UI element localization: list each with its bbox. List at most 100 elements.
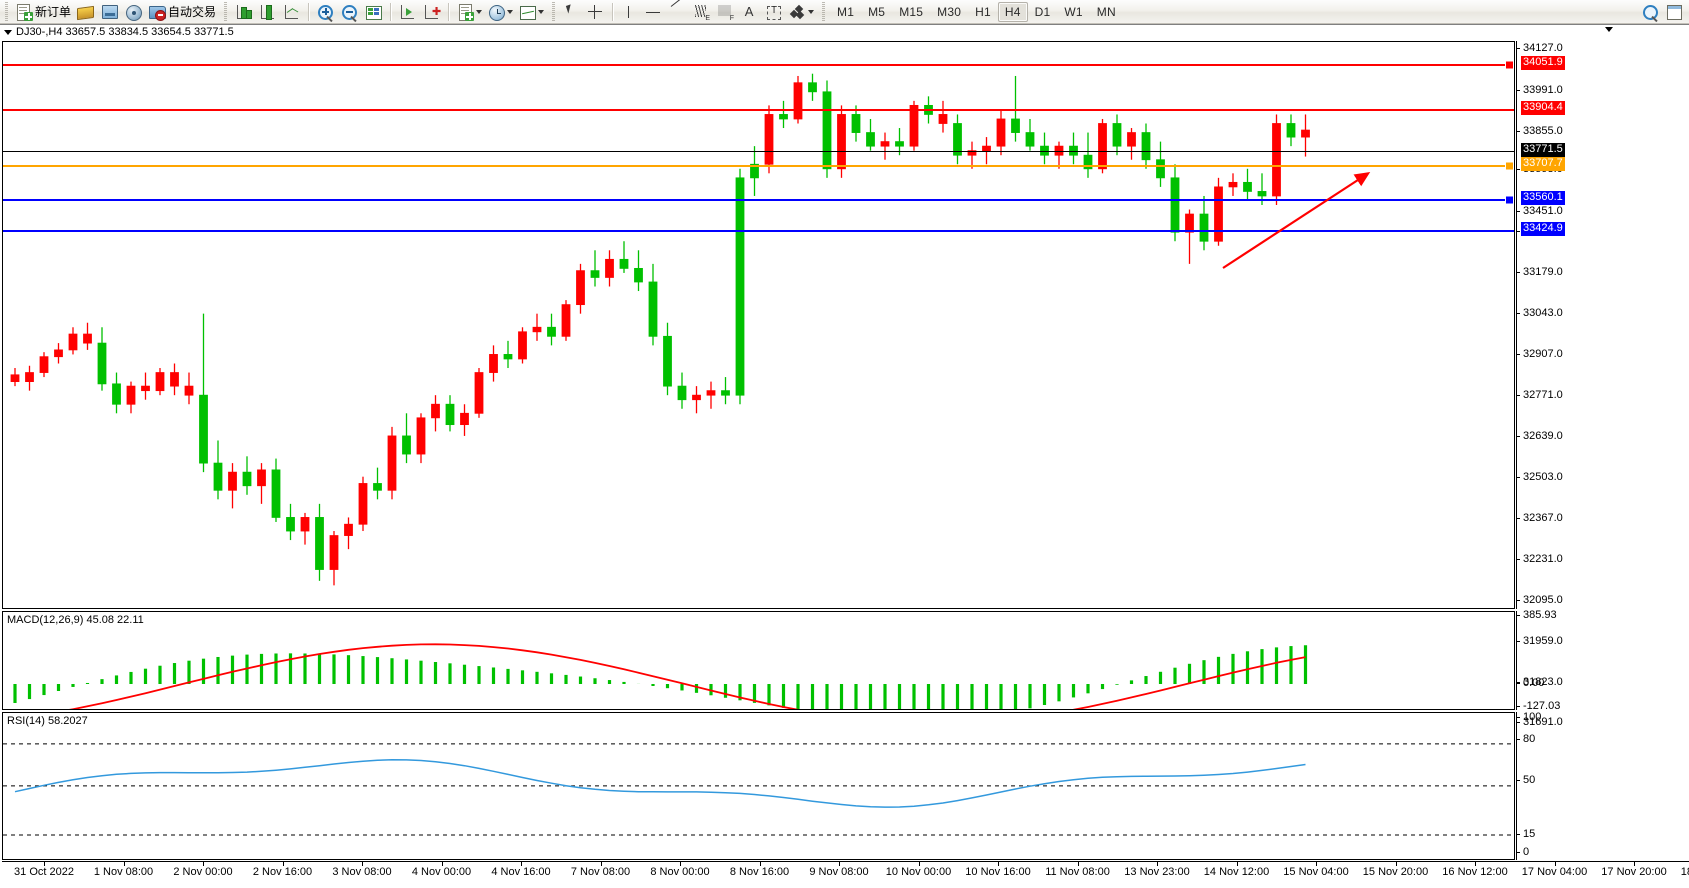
new-order-button[interactable]: 新订单 [13, 1, 74, 23]
toolbar-grip-2[interactable] [222, 1, 230, 22]
macd-pane[interactable]: MACD(12,26,9) 45.08 22.11 [2, 611, 1515, 710]
time-axis-tick [680, 862, 681, 866]
navigator-button[interactable] [122, 1, 146, 23]
price-level-line-33771.5[interactable] [3, 151, 1514, 152]
chart-title-bar[interactable]: DJ30-,H4 33657.5 33834.5 33654.5 33771.5 [0, 25, 234, 40]
vertical-line-button[interactable] [618, 1, 642, 23]
timeframe-m5[interactable]: M5 [868, 4, 886, 19]
price-level-handle[interactable] [1505, 161, 1514, 171]
time-axis-tick [1554, 862, 1556, 866]
auto-scroll-button[interactable] [396, 1, 420, 23]
clock-icon [487, 3, 506, 21]
axis-tick [1516, 313, 1520, 314]
text-label-button[interactable] [762, 1, 786, 23]
zoom-in-button[interactable] [314, 1, 338, 23]
crosshair-icon [586, 3, 604, 21]
axis-tick-label: 33451.0 [1523, 205, 1563, 217]
timeframe-h1[interactable]: H1 [975, 4, 991, 19]
price-label-34051.9[interactable]: 34051.9 [1521, 56, 1565, 70]
chevron-down-icon[interactable] [4, 29, 12, 35]
equidistant-channel-button[interactable]: E [690, 1, 714, 23]
timeframe-d1[interactable]: D1 [1034, 4, 1051, 19]
axis-tick [1516, 641, 1520, 642]
chevron-down-icon[interactable] [476, 9, 483, 14]
text-button[interactable]: A [738, 1, 762, 23]
price-level-line-33560.1[interactable] [3, 199, 1514, 201]
price-level-line-34051.9[interactable] [3, 64, 1514, 66]
axis-tick [1516, 683, 1520, 684]
bar-chart-icon [234, 3, 253, 21]
chevron-down-icon[interactable] [538, 9, 545, 14]
chevron-down-icon[interactable] [507, 9, 514, 14]
toolbar-separator-4 [612, 2, 615, 21]
timeframe-mn[interactable]: MN [1096, 4, 1116, 19]
price-level-handle[interactable] [1505, 195, 1514, 205]
bar-chart-button[interactable] [232, 1, 256, 23]
chevron-down-icon[interactable] [808, 9, 815, 14]
gold-bars-button[interactable] [74, 1, 98, 23]
candlestick-chart-icon [258, 3, 276, 21]
line-chart-button[interactable] [280, 1, 304, 23]
zoom-out-button[interactable] [338, 1, 362, 23]
timeframe-h4[interactable]: H4 [997, 1, 1028, 22]
shapes-button[interactable] [786, 1, 817, 23]
toolbar-separator-2 [390, 2, 393, 21]
search-button[interactable] [1639, 1, 1663, 23]
cursor-button[interactable] [560, 1, 584, 23]
time-axis-label: 15 Nov 20:00 [1362, 866, 1429, 878]
toolbar-grip-3[interactable] [550, 1, 558, 22]
window-button[interactable] [1663, 1, 1687, 23]
chart-collapse-icon[interactable] [1605, 27, 1613, 32]
axis-tick [1516, 600, 1520, 601]
toolbar-grip-4[interactable] [820, 1, 828, 22]
macd-label: MACD(12,26,9) 45.08 22.11 [7, 614, 144, 626]
rsi-pane[interactable]: RSI(14) 58.2027 [2, 712, 1515, 860]
crosshair-button[interactable] [584, 1, 608, 23]
price-level-handle[interactable] [1505, 60, 1514, 70]
time-axis-tick [123, 862, 125, 866]
axis-tick [1516, 231, 1520, 232]
toolbar-grip[interactable] [3, 1, 10, 22]
autotrading-icon [148, 3, 167, 21]
chart-shift-icon: ✚ [422, 3, 441, 21]
rsi-axis[interactable]: 100 80 50 15 0 [1516, 711, 1689, 860]
price-label-33560.1[interactable]: 33560.1 [1521, 191, 1565, 205]
price-label-33707.7[interactable]: 33707.7 [1521, 157, 1565, 171]
horizontal-line-button[interactable] [642, 1, 666, 23]
price-label-33424.9[interactable]: 33424.9 [1521, 222, 1565, 236]
price-label-33904.4[interactable]: 33904.4 [1521, 101, 1565, 115]
data-window-button[interactable] [362, 1, 386, 23]
time-axis-label: 17 Nov 20:00 [1601, 866, 1667, 878]
chart-shift-button[interactable]: ✚ [420, 1, 444, 23]
axis-line [1516, 712, 1517, 860]
templates-button[interactable] [516, 1, 547, 23]
time-axis-label: 1 Nov 08:00 [93, 866, 154, 878]
indicators-icon [456, 3, 475, 21]
autotrading-button[interactable]: 自动交易 [146, 1, 219, 23]
macd-axis[interactable]: 385.93 0.00 -127.03 [1516, 609, 1689, 712]
timeframe-m1[interactable]: M1 [837, 4, 855, 19]
price-axis[interactable]: 33593.033451.034127.033991.033855.033315… [1516, 41, 1689, 728]
templates-icon [518, 3, 537, 21]
periods-button[interactable] [485, 1, 516, 23]
axis-tick [1516, 682, 1520, 683]
fibonacci-retracement-button[interactable]: F [714, 1, 738, 23]
market-watch-button[interactable] [98, 1, 122, 23]
time-axis-label: 3 Nov 08:00 [332, 866, 392, 878]
price-level-line-33707.7[interactable] [3, 165, 1514, 167]
timeframe-w1[interactable]: W1 [1064, 4, 1083, 19]
indicators-button[interactable] [454, 1, 485, 23]
axis-tick-label: 33855.0 [1523, 125, 1563, 137]
price-level-line-33424.9[interactable] [3, 230, 1514, 232]
trendline-button[interactable] [666, 0, 690, 23]
price-level-line-33904.4[interactable] [3, 109, 1514, 111]
time-axis-tick [1236, 862, 1238, 866]
timeframe-m30[interactable]: M30 [937, 4, 962, 19]
candlestick-chart-button[interactable] [256, 1, 280, 23]
price-pane[interactable] [2, 41, 1515, 609]
cursor-arrow-icon [562, 3, 580, 21]
timeframe-m15[interactable]: M15 [899, 4, 924, 19]
price-label-33771.5[interactable]: 33771.5 [1521, 143, 1565, 157]
time-axis[interactable]: 31 Oct 2022 1 Nov 08:00 2 Nov 00:00 2 Nov 1… [2, 861, 1689, 888]
autotrading-label: 自动交易 [168, 5, 217, 19]
